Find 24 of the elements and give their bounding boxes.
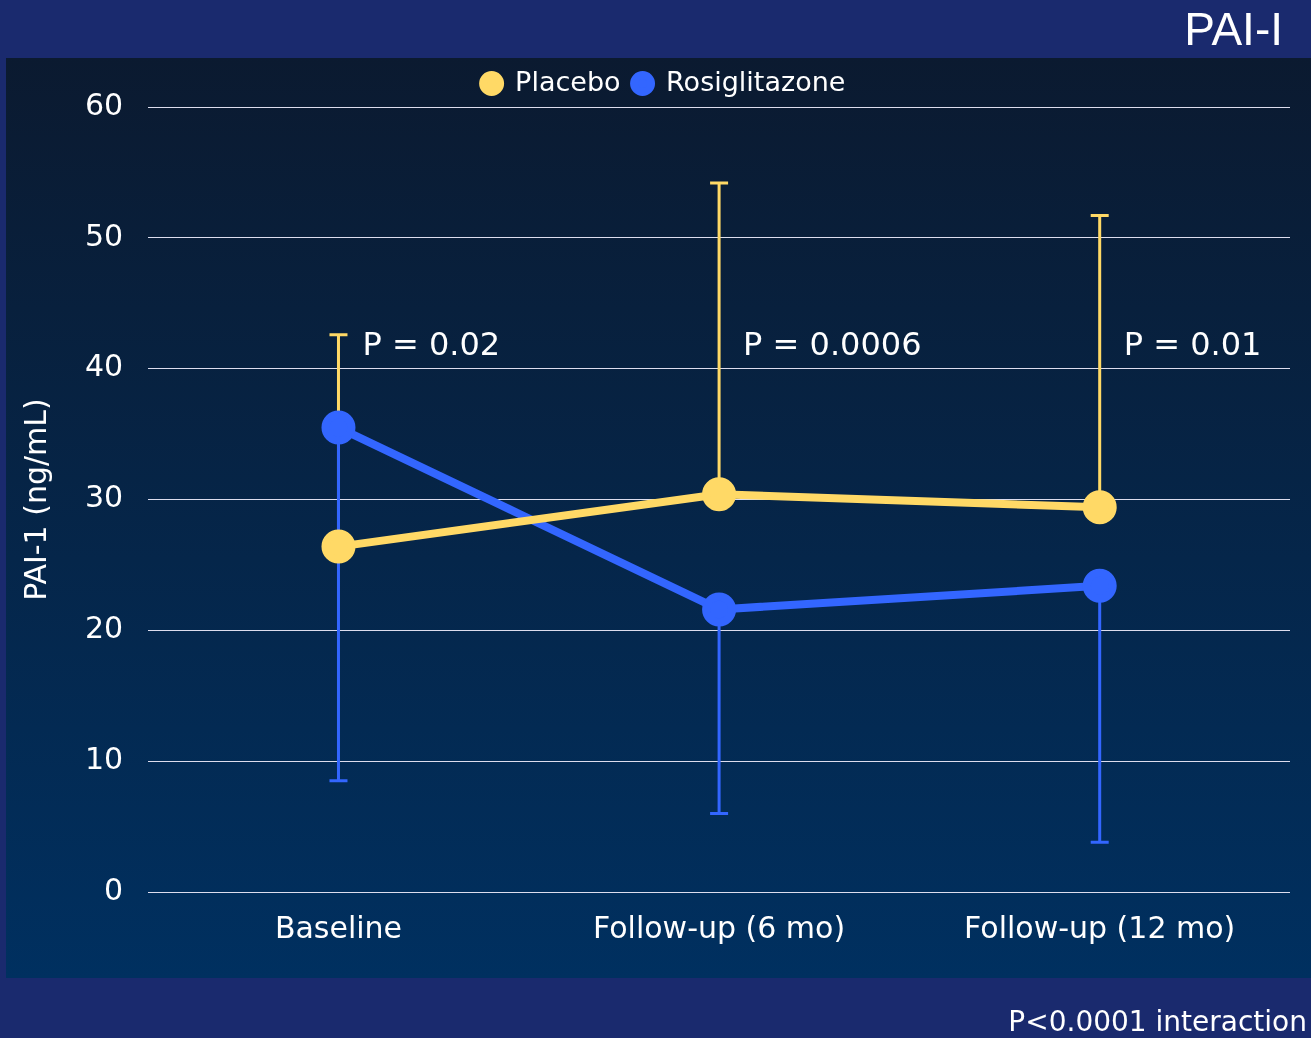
- y-tick-label: 10: [84, 740, 124, 776]
- y-axis-title: PAI-1 (ng/mL): [17, 398, 53, 601]
- point: [321, 529, 356, 564]
- point: [702, 592, 737, 627]
- annotation: P = 0.02: [362, 324, 501, 363]
- annotation: P = 0.01: [1123, 324, 1262, 363]
- point: [321, 410, 356, 445]
- chart-title: PAI-I: [1184, 2, 1283, 56]
- legend-label: Rosiglitazone: [666, 65, 846, 97]
- point: [1082, 568, 1117, 603]
- y-tick-label: 60: [84, 86, 124, 122]
- point: [702, 477, 737, 512]
- legend-label: Placebo: [515, 65, 621, 97]
- y-tick-label: 40: [84, 348, 124, 384]
- y-tick-label: 50: [84, 217, 124, 253]
- x-tick-label: Follow-up (6 mo): [593, 909, 846, 945]
- text: P<0.0001 interaction: [1008, 1005, 1307, 1038]
- y-tick-label: 0: [104, 871, 124, 907]
- annotation: P = 0.0006: [743, 324, 922, 363]
- point: [1082, 490, 1117, 525]
- x-tick-label: Baseline: [274, 909, 403, 945]
- y-tick-label: 20: [84, 610, 124, 646]
- y-tick-label: 30: [84, 479, 124, 515]
- x-tick-label: Follow-up (12 mo): [964, 909, 1236, 945]
